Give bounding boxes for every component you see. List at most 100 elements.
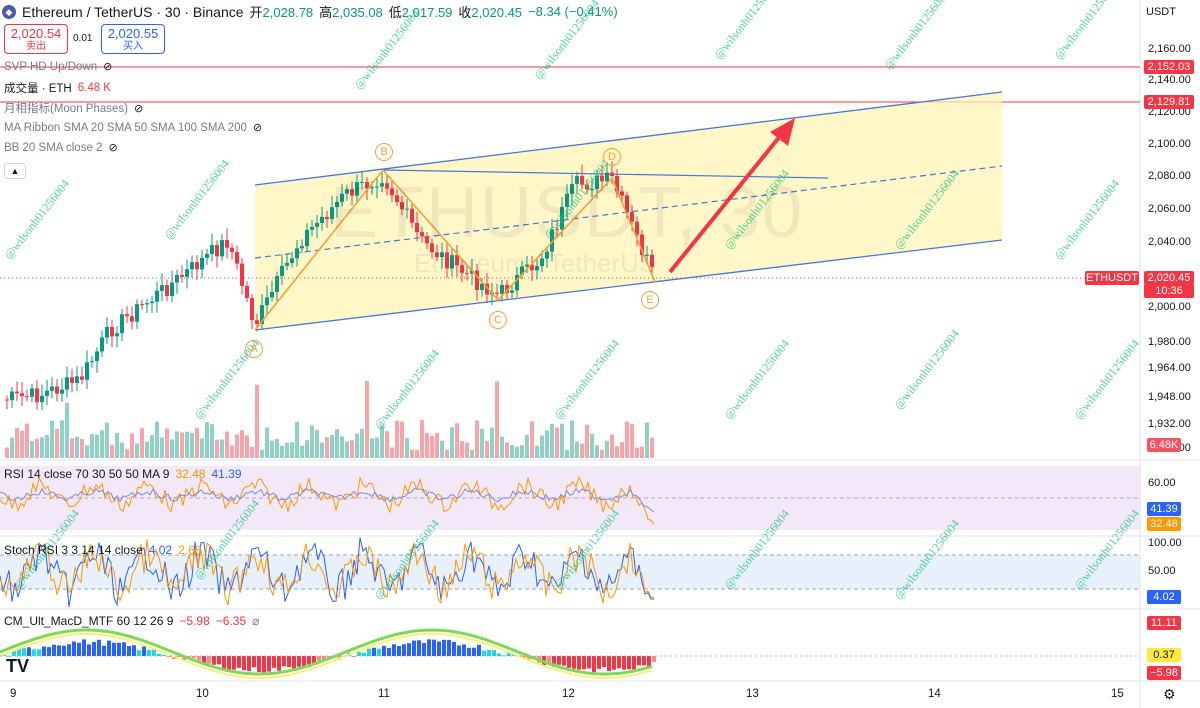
volume-bar (365, 381, 369, 458)
candle-body (220, 240, 224, 257)
indicator-volume[interactable]: 成交量 · ETH 6.48 K (4, 80, 111, 96)
volume-bar (385, 431, 389, 458)
macd-hist-bar (297, 656, 301, 667)
stoch-legend[interactable]: Stoch RSI 3 3 14 14 close 4.02 2.68 (4, 543, 201, 557)
macd-hist-bar (237, 656, 241, 668)
wave-label-c[interactable]: C (489, 311, 507, 329)
macd-hist-bar (92, 641, 96, 656)
candle-body (620, 191, 624, 196)
wave-label-b[interactable]: B (375, 143, 393, 161)
candle-body (440, 252, 444, 258)
symbol-tag: ETHUSDT (1085, 271, 1139, 285)
candle-body (25, 396, 29, 398)
volume-bar (95, 434, 99, 458)
macd-hist-bar (147, 650, 151, 656)
macd-hist-bar (422, 643, 426, 656)
tradingview-logo-icon[interactable]: TV (6, 656, 30, 676)
volume-bar (480, 428, 484, 458)
eye-hidden-icon[interactable]: ⊘ (133, 102, 144, 115)
wave-label-a[interactable]: A (245, 340, 263, 358)
rsi-ma-value: 41.39 (211, 467, 242, 481)
macd-hist-bar (652, 656, 656, 662)
indicator-svp[interactable]: SVP HD Up/Down ⊘ (4, 60, 113, 74)
macd-hist-bar (607, 656, 611, 672)
candle-body (185, 269, 189, 277)
volume-bar (305, 440, 309, 458)
eye-hidden-icon[interactable]: ⊘ (108, 142, 118, 154)
collapse-legend-button[interactable]: ▲ (4, 163, 26, 179)
candle-body (240, 263, 244, 286)
indicator-moon[interactable]: 月相指标(Moon Phases) ⊘ (4, 100, 143, 116)
macd-hist-bar (562, 656, 566, 666)
candle-body (495, 292, 499, 294)
volume-bar (530, 421, 534, 458)
ohlc-change: −8.34 (−0.41%) (528, 4, 618, 19)
macd-hist-bar (367, 648, 371, 656)
macd-hist-bar (507, 651, 511, 656)
candle-body (215, 245, 219, 257)
macd-hist-bar (417, 640, 421, 656)
candle-body (380, 183, 384, 187)
candle-body (630, 212, 634, 222)
wave-label-e[interactable]: E (641, 291, 659, 309)
volume-bar (355, 433, 359, 458)
macd-hist-bar (642, 656, 646, 666)
candle-body (275, 276, 279, 292)
macd-hist-bar (102, 645, 106, 656)
volume-bar (85, 445, 89, 458)
macd-tag-top: 11.11 (1147, 616, 1181, 630)
buy-label: 买入 (123, 41, 143, 52)
macd-hist-bar (407, 643, 411, 656)
macd-hist-bar (477, 644, 481, 656)
candle-body (35, 388, 39, 403)
volume-bar (310, 425, 314, 458)
candle-body (515, 274, 519, 291)
volume-bar (485, 441, 489, 458)
candle-body (145, 303, 149, 305)
candle-body (385, 183, 389, 189)
indicator-bb-label: BB 20 SMA close 2 (4, 141, 103, 154)
macd-hist-bar (22, 648, 26, 656)
volume-bar (400, 421, 404, 458)
buy-button[interactable]: 2,020.55 买入 (101, 24, 165, 54)
macd-hist-bar (382, 645, 386, 656)
eye-hidden-icon[interactable]: ⊘ (252, 122, 263, 134)
hidden-eye-icon[interactable]: ⌀ (252, 614, 260, 628)
macd-legend[interactable]: CM_Ult_MacD_MTF 60 12 26 9 −5.98 −6.35 ⌀ (4, 614, 259, 628)
candle-body (585, 184, 589, 190)
rsi-legend[interactable]: RSI 14 close 70 30 50 50 MA 9 32.48 41.3… (4, 467, 242, 481)
symbol-title[interactable]: Ethereum / TetherUS · 30 · Binance (22, 3, 244, 20)
candle-body (230, 247, 234, 253)
candle-body (265, 297, 269, 306)
handle-watermark: @wilsonh01256004 (161, 157, 232, 242)
volume-bar (475, 420, 479, 458)
volume-bar (275, 438, 279, 458)
indicator-bb[interactable]: BB 20 SMA close 2 ⊘ (4, 141, 118, 155)
price-tick: 2,040.00 (1148, 236, 1191, 248)
wave-label-d[interactable]: D (603, 148, 621, 166)
rsi-axis-60: 60.00 (1148, 477, 1176, 489)
volume-bar (415, 449, 419, 458)
volume-bar (175, 431, 179, 458)
macd-hist-bar (97, 639, 101, 656)
handle-watermark: @wilsonh01256004 (711, 0, 782, 62)
indicator-ma-ribbon[interactable]: MA Ribbon SMA 20 SMA 50 SMA 100 SMA 200 ⊘ (4, 121, 263, 135)
symbol-watermark: ETHUSDT, 30 (330, 173, 805, 253)
candle-body (235, 252, 239, 264)
candle-body (635, 221, 639, 235)
sell-button[interactable]: 2,020.54 卖出 (4, 24, 68, 54)
volume-bar (645, 422, 649, 458)
candle-body (510, 290, 514, 293)
volume-bar (600, 449, 604, 458)
handle-watermark: @wilsonh01256004 (1051, 177, 1122, 262)
legend-header: ◆ Ethereum / TetherUS · 30 · Binance 开2,… (2, 2, 618, 21)
volume-bar (380, 426, 384, 458)
time-tick: 12 (562, 688, 575, 700)
macd-hist-bar (57, 645, 61, 656)
volume-bar (610, 434, 614, 458)
macd-hist-bar (442, 639, 446, 656)
sell-label: 卖出 (26, 41, 46, 52)
settings-gear-icon[interactable]: ⚙ (1163, 686, 1176, 702)
eye-hidden-icon[interactable]: ⊘ (103, 61, 113, 73)
